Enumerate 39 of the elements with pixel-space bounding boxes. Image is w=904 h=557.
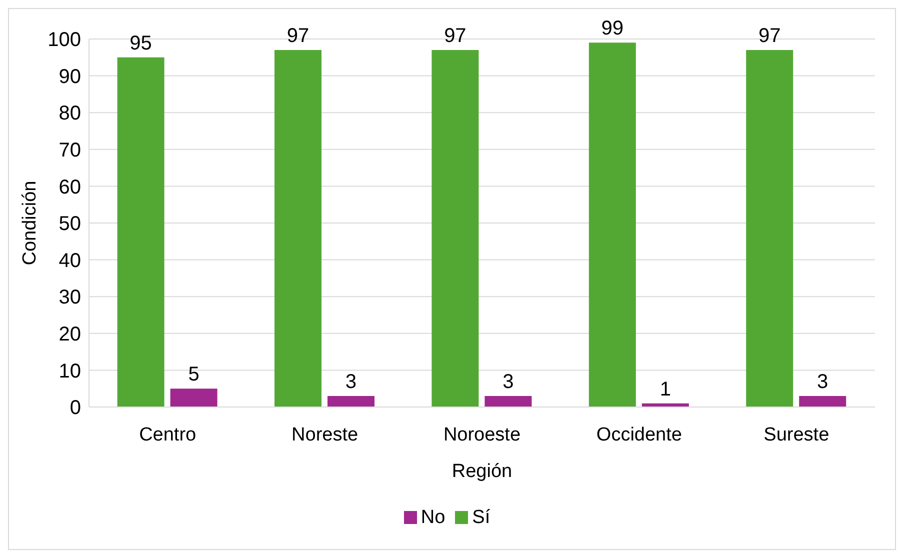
data-label: 97 xyxy=(286,25,310,48)
bar xyxy=(484,396,532,407)
legend-label: Sí xyxy=(472,507,490,528)
y-tick-label: 60 xyxy=(58,176,81,198)
y-tick-label: 10 xyxy=(58,360,81,382)
data-label: 99 xyxy=(601,18,624,40)
bar xyxy=(746,50,794,407)
y-tick-label: 30 xyxy=(58,286,81,309)
x-tick-label: Sureste xyxy=(764,424,830,446)
data-label: 95 xyxy=(130,32,152,54)
x-tick-label: Centro xyxy=(139,424,196,446)
bar xyxy=(117,57,164,407)
y-tick-label: 40 xyxy=(58,250,81,272)
y-tick-label: 20 xyxy=(58,324,81,346)
data-label: 3 xyxy=(817,370,828,393)
y-tick-label: 90 xyxy=(58,66,81,88)
data-label: 1 xyxy=(660,378,671,400)
bar xyxy=(588,42,636,407)
y-axis-title: Condición xyxy=(20,180,41,266)
y-tick-label: 50 xyxy=(58,213,81,236)
y-tick-label: 70 xyxy=(58,140,81,162)
y-tick-label: 100 xyxy=(48,29,81,52)
data-label: 97 xyxy=(758,25,781,48)
bar xyxy=(274,50,322,407)
x-tick-label: Occidente xyxy=(596,424,682,446)
bar xyxy=(799,396,846,407)
y-tick-label: 80 xyxy=(58,102,81,125)
y-tick-label: 0 xyxy=(70,397,81,420)
data-label: 5 xyxy=(188,364,200,386)
bar xyxy=(432,50,479,407)
x-tick-label: Noreste xyxy=(292,424,358,446)
legend-label: No xyxy=(420,507,446,528)
data-label: 97 xyxy=(444,25,466,48)
x-tick-label: Noroeste xyxy=(443,424,521,446)
bar xyxy=(170,388,218,407)
x-axis-title: Región xyxy=(452,461,512,482)
data-label: 3 xyxy=(502,370,514,393)
data-label: 3 xyxy=(345,370,357,393)
bar xyxy=(327,396,374,407)
